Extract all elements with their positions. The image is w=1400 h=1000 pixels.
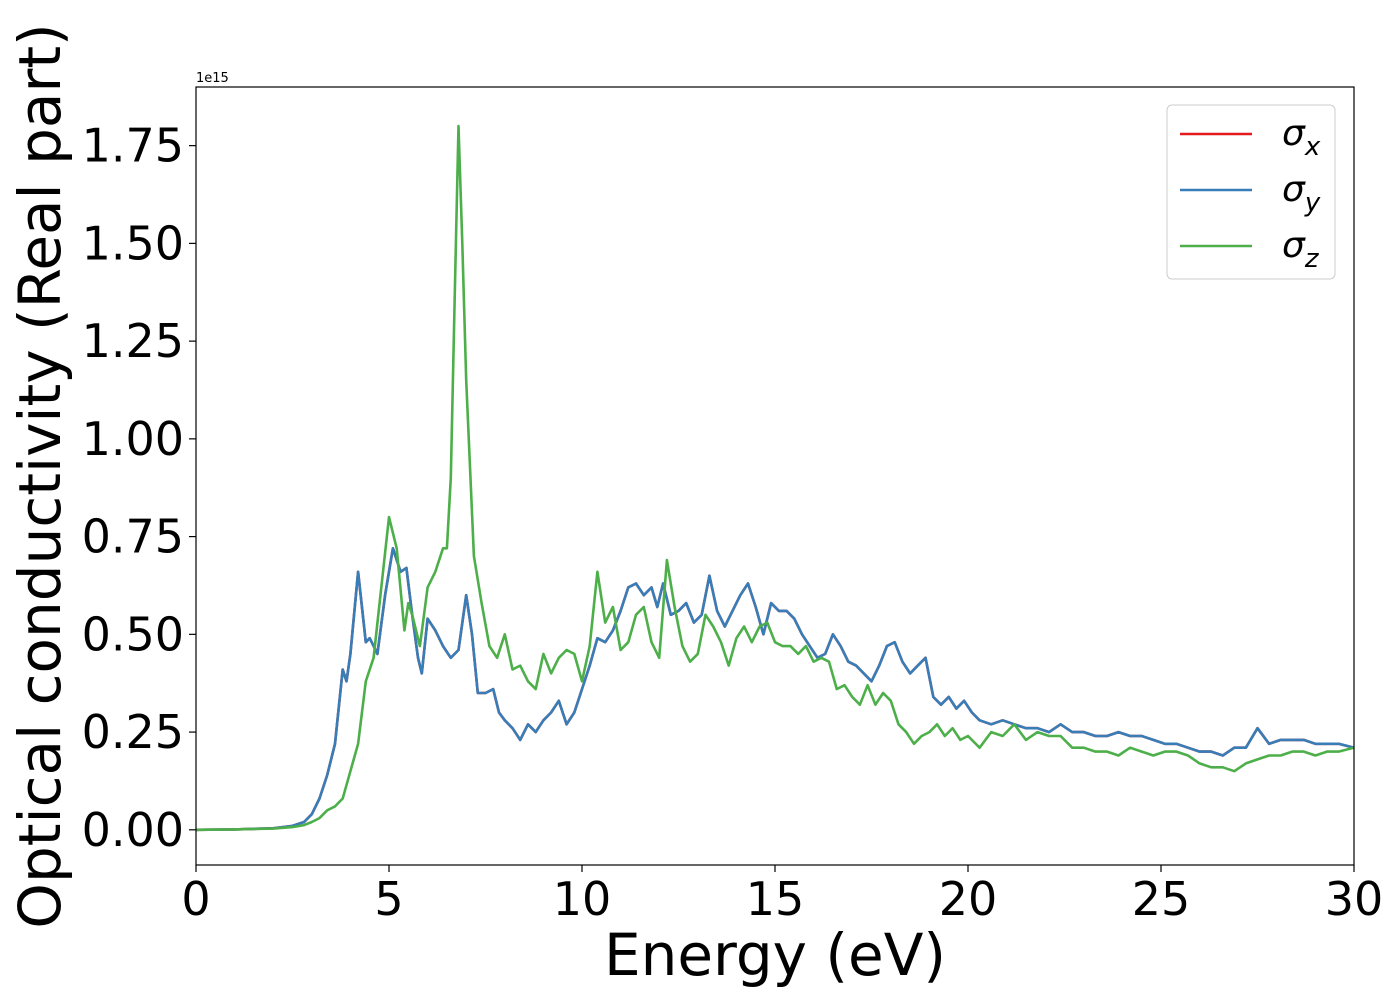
y-axis-label: Optical conductivity (Real part) (6, 23, 74, 928)
series-line-z (196, 124, 1354, 832)
y-tick-label: 1.75 (82, 119, 184, 173)
x-tick-label: 15 (746, 872, 805, 926)
y-tick-label: 1.00 (82, 412, 184, 466)
x-tick-label: 20 (939, 872, 998, 926)
y-tick-label: 0.00 (82, 803, 184, 857)
y-tick-label: 1.50 (82, 216, 184, 270)
y-tick-label: 1.25 (82, 314, 184, 368)
x-tick-label: 5 (374, 872, 403, 926)
x-tick-label: 30 (1325, 872, 1384, 926)
x-axis-label: Energy (eV) (604, 921, 946, 989)
x-ticks: 0 5 10 15 20 25 30 (181, 865, 1383, 926)
y-offset-label: 1e15 (196, 71, 229, 86)
legend-frame (1166, 104, 1336, 280)
x-tick-label: 10 (553, 872, 612, 926)
y-tick-label: 0.75 (82, 510, 184, 564)
y-ticks: 0.00 0.25 0.50 0.75 1.00 1.25 1.50 1.75 (82, 119, 196, 857)
y-tick-label: 0.50 (82, 607, 184, 661)
series-layer (196, 124, 1354, 832)
series-line-y (196, 546, 1354, 832)
x-tick-label: 25 (1132, 872, 1191, 926)
x-tick-label: 0 (181, 872, 210, 926)
y-tick-label: 0.25 (82, 705, 184, 759)
